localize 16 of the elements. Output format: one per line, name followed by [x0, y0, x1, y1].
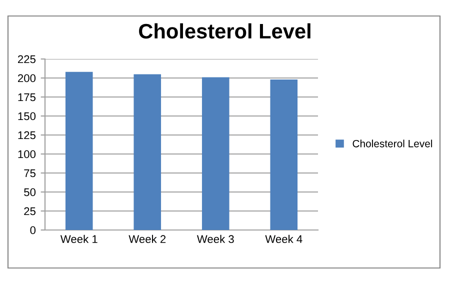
x-tick-label: Week 3	[196, 234, 234, 244]
x-tick-label: Week 1	[60, 234, 98, 244]
x-tick-label: Week 2	[128, 234, 166, 244]
y-tick-label: 175	[18, 93, 36, 102]
y-tick-label: 125	[18, 131, 36, 140]
legend-label: Cholesterol Level	[352, 140, 432, 148]
y-tick-label: 50	[24, 188, 36, 196]
y-tick-label: 225	[18, 55, 36, 64]
y-tick-label: 100	[18, 150, 36, 158]
y-tick-label: 150	[18, 112, 36, 120]
chart-title: Cholesterol Level	[139, 23, 310, 39]
y-tick-label: 200	[18, 74, 36, 82]
x-tick-label: Week 4	[265, 234, 302, 244]
y-tick-label: 0	[30, 226, 36, 234]
y-tick-label: 75	[24, 169, 36, 178]
y-tick-label: 25	[24, 207, 36, 216]
